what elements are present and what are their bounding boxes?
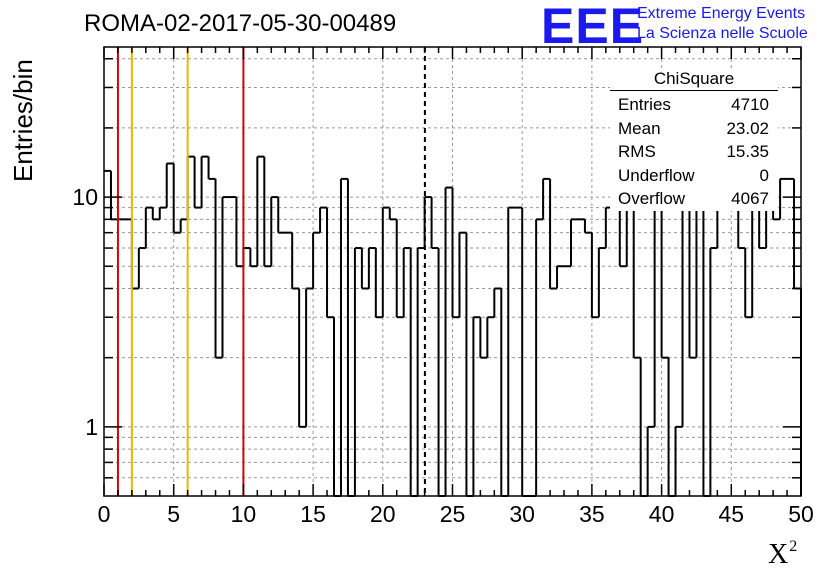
stats-label: Mean [618,118,661,138]
axes: 0 5 10 15 20 25 30 35 40 45 50 1 10 [72,46,814,527]
logo-line-1: Extreme Energy Events [637,5,806,22]
stats-value: 0 [759,165,769,185]
stats-row-rms: RMS 15.35 [610,140,778,164]
stats-value: 23.02 [726,118,769,138]
logo-line-2: La Scienza nelle Scuole [637,25,808,42]
marker-lines [116,47,426,496]
stats-row-underflow: Underflow 0 [610,164,778,188]
stats-box: ChiSquare Entries 4710 Mean 23.02 RMS 15.35… [610,68,778,211]
y-axis-label: Entries/bin [8,59,38,182]
x-axis-label-text: X [768,539,789,570]
stats-row-entries: Entries 4710 [610,93,778,117]
x-tick-label: 5 [167,501,180,527]
stats-value: 4067 [731,189,769,208]
stats-label: Overflow [618,189,686,208]
stats-row-overflow: Overflow 4067 [610,187,778,211]
x-tick-label: 20 [370,501,396,527]
y-tick-label: 10 [72,184,98,210]
x-tick-label: 30 [509,501,535,527]
x-tick-label: 45 [719,501,745,527]
x-axis-label: X2 [768,538,797,571]
y-tick-label: 1 [85,414,98,440]
eee-logo: EEE [541,0,645,54]
x-tick-label: 25 [440,501,466,527]
x-tick-label: 35 [579,501,605,527]
chart-title: ROMA-02-2017-05-30-00489 [84,10,397,37]
stats-value: 15.35 [726,142,769,161]
x-tick-label: 10 [231,501,257,527]
stats-label: RMS [618,142,656,161]
x-tick-label: 50 [788,501,814,527]
stats-value: 4710 [731,95,769,114]
stats-label: Underflow [618,165,695,185]
stats-title: ChiSquare [610,68,778,91]
x-tick-label: 0 [98,501,111,527]
x-tick-label: 15 [300,501,326,527]
x-axis-label-superscript: 2 [789,538,798,555]
stats-row-mean: Mean 23.02 [610,117,778,141]
stats-label: Entries [618,95,671,114]
x-tick-label: 40 [649,501,675,527]
